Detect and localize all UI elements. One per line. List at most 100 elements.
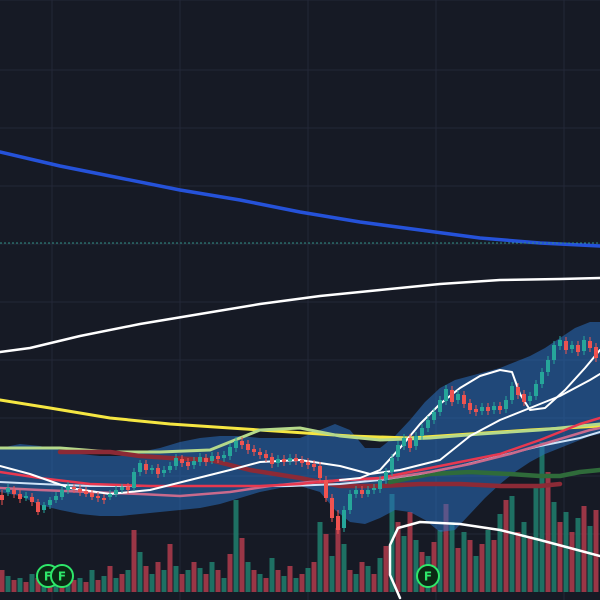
candle-24[interactable] (144, 460, 148, 474)
candle-72[interactable] (432, 408, 436, 424)
candle-44[interactable] (264, 450, 268, 462)
candle-69[interactable] (414, 432, 418, 450)
candle-20[interactable] (120, 484, 124, 493)
candle-4[interactable] (24, 492, 28, 501)
candle-74[interactable] (444, 385, 448, 405)
candle-76[interactable] (456, 390, 460, 404)
candle-56[interactable] (336, 510, 340, 534)
candle-58[interactable] (348, 490, 352, 514)
candle-26[interactable] (156, 464, 160, 478)
candle-78[interactable] (468, 399, 472, 414)
candle-80[interactable] (480, 403, 484, 415)
candle-9[interactable] (54, 492, 58, 503)
candle-45[interactable] (270, 453, 274, 468)
candle-22[interactable] (132, 468, 136, 491)
candle-88[interactable] (528, 392, 532, 405)
candle-51[interactable] (306, 458, 310, 469)
candle-39[interactable] (234, 437, 238, 452)
event-badge-2[interactable]: F (416, 564, 440, 588)
candle-77[interactable] (462, 391, 466, 408)
candle-25[interactable] (150, 465, 154, 474)
candle-47[interactable] (282, 455, 286, 466)
candle-95[interactable] (570, 341, 574, 353)
candle-68[interactable] (408, 434, 412, 452)
candle-33[interactable] (198, 453, 202, 466)
candle-90[interactable] (540, 368, 544, 388)
candle-2[interactable] (12, 486, 16, 498)
candle-16[interactable] (96, 492, 100, 502)
candle-17[interactable] (102, 494, 106, 504)
candle-60[interactable] (360, 486, 364, 498)
candle-55[interactable] (330, 494, 334, 522)
candle-46[interactable] (276, 455, 280, 467)
candle-48[interactable] (288, 454, 292, 465)
candle-34[interactable] (204, 454, 208, 466)
candle-52[interactable] (312, 460, 316, 471)
candle-97[interactable] (582, 336, 586, 355)
candle-66[interactable] (396, 441, 400, 461)
candle-23[interactable] (138, 460, 142, 476)
candle-89[interactable] (534, 380, 538, 400)
candle-6[interactable] (36, 499, 40, 515)
candle-10[interactable] (60, 486, 64, 500)
candle-13[interactable] (78, 485, 82, 496)
candle-7[interactable] (42, 502, 46, 513)
candle-84[interactable] (504, 396, 508, 413)
candle-57[interactable] (342, 506, 346, 532)
candle-92[interactable] (552, 341, 556, 364)
candle-71[interactable] (426, 416, 430, 432)
candle-3[interactable] (18, 490, 22, 503)
candle-54[interactable] (324, 476, 328, 502)
candle-59[interactable] (354, 486, 358, 498)
candle-43[interactable] (258, 448, 262, 459)
candle-94[interactable] (564, 337, 568, 354)
candle-42[interactable] (252, 445, 256, 456)
candle-29[interactable] (174, 454, 178, 470)
candle-62[interactable] (372, 484, 376, 494)
candles[interactable] (0, 336, 598, 534)
candle-38[interactable] (228, 443, 232, 460)
candle-21[interactable] (126, 483, 130, 494)
candle-49[interactable] (294, 454, 298, 465)
candle-91[interactable] (546, 356, 550, 376)
candle-73[interactable] (438, 396, 442, 416)
candle-85[interactable] (510, 382, 514, 404)
candle-11[interactable] (66, 482, 70, 494)
candle-15[interactable] (90, 490, 94, 500)
candle-27[interactable] (162, 466, 166, 477)
candle-36[interactable] (216, 452, 220, 463)
candle-86[interactable] (516, 383, 520, 399)
candle-53[interactable] (318, 462, 322, 482)
candle-0[interactable] (0, 490, 4, 505)
candle-8[interactable] (48, 497, 52, 509)
candle-63[interactable] (378, 476, 382, 493)
candle-61[interactable] (366, 486, 370, 497)
candle-82[interactable] (492, 402, 496, 414)
candle-99[interactable] (594, 343, 598, 362)
candle-19[interactable] (114, 486, 118, 497)
candle-1[interactable] (6, 484, 10, 496)
candle-18[interactable] (108, 490, 112, 500)
event-badge-1[interactable]: F (50, 564, 74, 588)
candle-41[interactable] (246, 440, 250, 454)
candle-81[interactable] (486, 403, 490, 415)
candle-5[interactable] (30, 493, 34, 506)
candle-67[interactable] (402, 434, 406, 450)
candle-31[interactable] (186, 458, 190, 470)
candle-64[interactable] (384, 468, 388, 484)
candle-96[interactable] (576, 341, 580, 356)
candle-37[interactable] (222, 451, 226, 462)
candle-32[interactable] (192, 457, 196, 469)
candle-83[interactable] (498, 402, 502, 414)
candle-65[interactable] (390, 454, 394, 476)
candle-12[interactable] (72, 484, 76, 493)
candle-87[interactable] (522, 390, 526, 406)
candle-75[interactable] (450, 386, 454, 406)
candle-79[interactable] (474, 405, 478, 416)
candle-30[interactable] (180, 455, 184, 467)
candle-28[interactable] (168, 462, 172, 473)
candle-98[interactable] (588, 337, 592, 352)
